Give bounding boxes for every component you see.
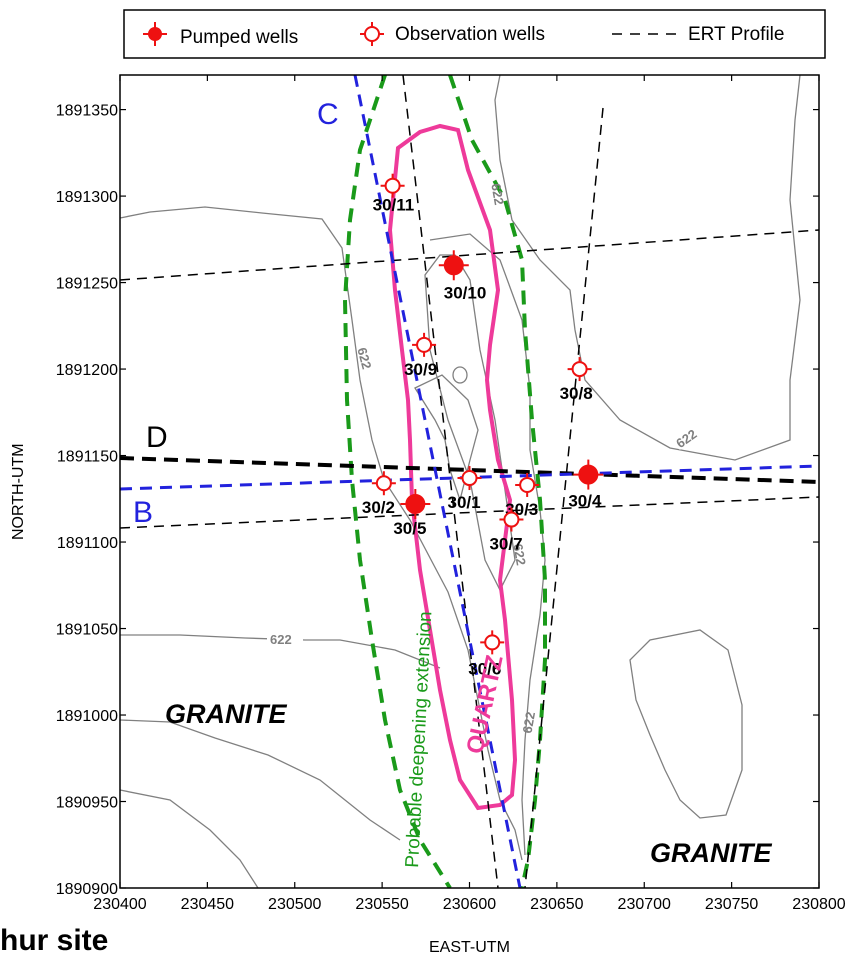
well-label: 30/6 bbox=[468, 659, 501, 678]
x-tick-label: 230600 bbox=[443, 896, 496, 913]
granite-label-east: GRANITE bbox=[650, 838, 772, 868]
x-tick-label: 230750 bbox=[705, 896, 758, 913]
profile-c-label: C bbox=[317, 98, 339, 131]
plot-area: 622 622 622 622 622 622 30/1130/1030/930… bbox=[120, 75, 819, 888]
profile-b-label: B bbox=[133, 496, 153, 529]
contour-label: 622 bbox=[520, 711, 539, 735]
legend-box bbox=[123, 9, 826, 59]
observation-well-marker: 30/11 bbox=[373, 173, 415, 215]
deepening-boundary-east bbox=[448, 75, 547, 888]
legend-pumped-label: Pumped wells bbox=[180, 27, 298, 48]
well-label: 30/7 bbox=[489, 535, 522, 554]
well-label: 30/1 bbox=[448, 493, 481, 512]
observation-well-marker: 30/1 bbox=[448, 466, 482, 512]
granite-label-west: GRANITE bbox=[165, 699, 287, 729]
y-tick-label: 1891200 bbox=[56, 362, 118, 379]
pumped-well-marker: 30/10 bbox=[438, 250, 487, 302]
deepening-boundary-west bbox=[342, 75, 452, 888]
contour-label: 622 bbox=[510, 543, 529, 567]
y-tick-label: 1891300 bbox=[56, 189, 118, 206]
contour-label: 622 bbox=[354, 346, 374, 371]
ert-profile-line bbox=[120, 496, 819, 529]
well-label: 30/9 bbox=[404, 360, 437, 379]
x-tick-label: 230800 bbox=[792, 896, 845, 913]
y-tick-label: 1891350 bbox=[56, 103, 118, 120]
pumped-well-marker: 30/4 bbox=[568, 459, 604, 511]
contour-label: 622 bbox=[270, 632, 292, 647]
contour-line bbox=[629, 629, 743, 819]
contour-lines bbox=[120, 75, 801, 888]
ert-profile-c-line bbox=[353, 75, 522, 888]
legend: Pumped wells Observation wells ERT Profi… bbox=[123, 9, 826, 59]
contour-line bbox=[120, 789, 259, 888]
x-tick-label: 230550 bbox=[355, 896, 408, 913]
ert-profile-line bbox=[120, 229, 819, 281]
y-tick-label: 1891100 bbox=[57, 535, 118, 552]
y-tick-label: 1890900 bbox=[56, 881, 118, 898]
well-label: 30/10 bbox=[444, 283, 487, 302]
pumped-well-marker: 30/5 bbox=[393, 488, 431, 538]
y-tick-label: 1891050 bbox=[56, 622, 118, 639]
well-label: 30/2 bbox=[362, 498, 395, 517]
contour-line bbox=[120, 206, 523, 861]
legend-observation-label: Observation wells bbox=[395, 24, 545, 45]
site-caption: hur site bbox=[0, 924, 108, 956]
ert-profile-line bbox=[402, 75, 499, 888]
observation-well-marker: 30/8 bbox=[560, 357, 593, 403]
x-tick-label: 230450 bbox=[181, 896, 234, 913]
y-tick-label: 1891250 bbox=[56, 276, 118, 293]
y-tick-label: 1891150 bbox=[57, 449, 118, 466]
contour-line bbox=[429, 233, 546, 856]
observation-well-marker: 30/2 bbox=[362, 471, 396, 517]
well-label: 30/11 bbox=[373, 196, 415, 215]
well-label: 30/8 bbox=[560, 384, 593, 403]
contour-label: 622 bbox=[488, 182, 507, 206]
profile-d-label: D bbox=[146, 421, 168, 454]
quartz-outline bbox=[387, 123, 518, 811]
well-label: 30/5 bbox=[393, 519, 426, 538]
contour-line bbox=[494, 75, 801, 461]
observation-well-marker: 30/9 bbox=[404, 332, 437, 379]
observation-well-marker: 30/6 bbox=[468, 630, 505, 678]
x-tick-label: 230650 bbox=[530, 896, 583, 913]
contour-line bbox=[452, 366, 468, 384]
deepening-boundary bbox=[342, 75, 547, 888]
x-tick-label: 230700 bbox=[618, 896, 671, 913]
ert-profiles bbox=[120, 75, 819, 888]
observation-well-legend-icon bbox=[360, 22, 384, 46]
y-tick-label: 1891000 bbox=[56, 708, 118, 725]
ert-profile-line bbox=[524, 107, 604, 888]
y-axis-title: NORTH-UTM bbox=[10, 443, 27, 540]
axes: 230400 230450 230500 230550 230600 230650 2307… bbox=[56, 75, 846, 913]
legend-ert-label: ERT Profile bbox=[688, 24, 784, 45]
ert-profile-d-line bbox=[120, 456, 819, 484]
contour-line bbox=[120, 719, 401, 841]
well-label: 30/4 bbox=[568, 492, 602, 511]
pumped-well-legend-icon bbox=[143, 22, 167, 46]
x-tick-label: 230400 bbox=[93, 896, 146, 913]
contour-line bbox=[424, 254, 516, 592]
x-axis-title: EAST-UTM bbox=[429, 939, 510, 956]
deepening-label: Probable deepening extension bbox=[402, 611, 436, 868]
observation-well-marker: 30/7 bbox=[489, 507, 524, 554]
y-tick-label: 1890950 bbox=[56, 795, 118, 812]
contour-line bbox=[120, 634, 441, 669]
x-tick-label: 230500 bbox=[268, 896, 321, 913]
